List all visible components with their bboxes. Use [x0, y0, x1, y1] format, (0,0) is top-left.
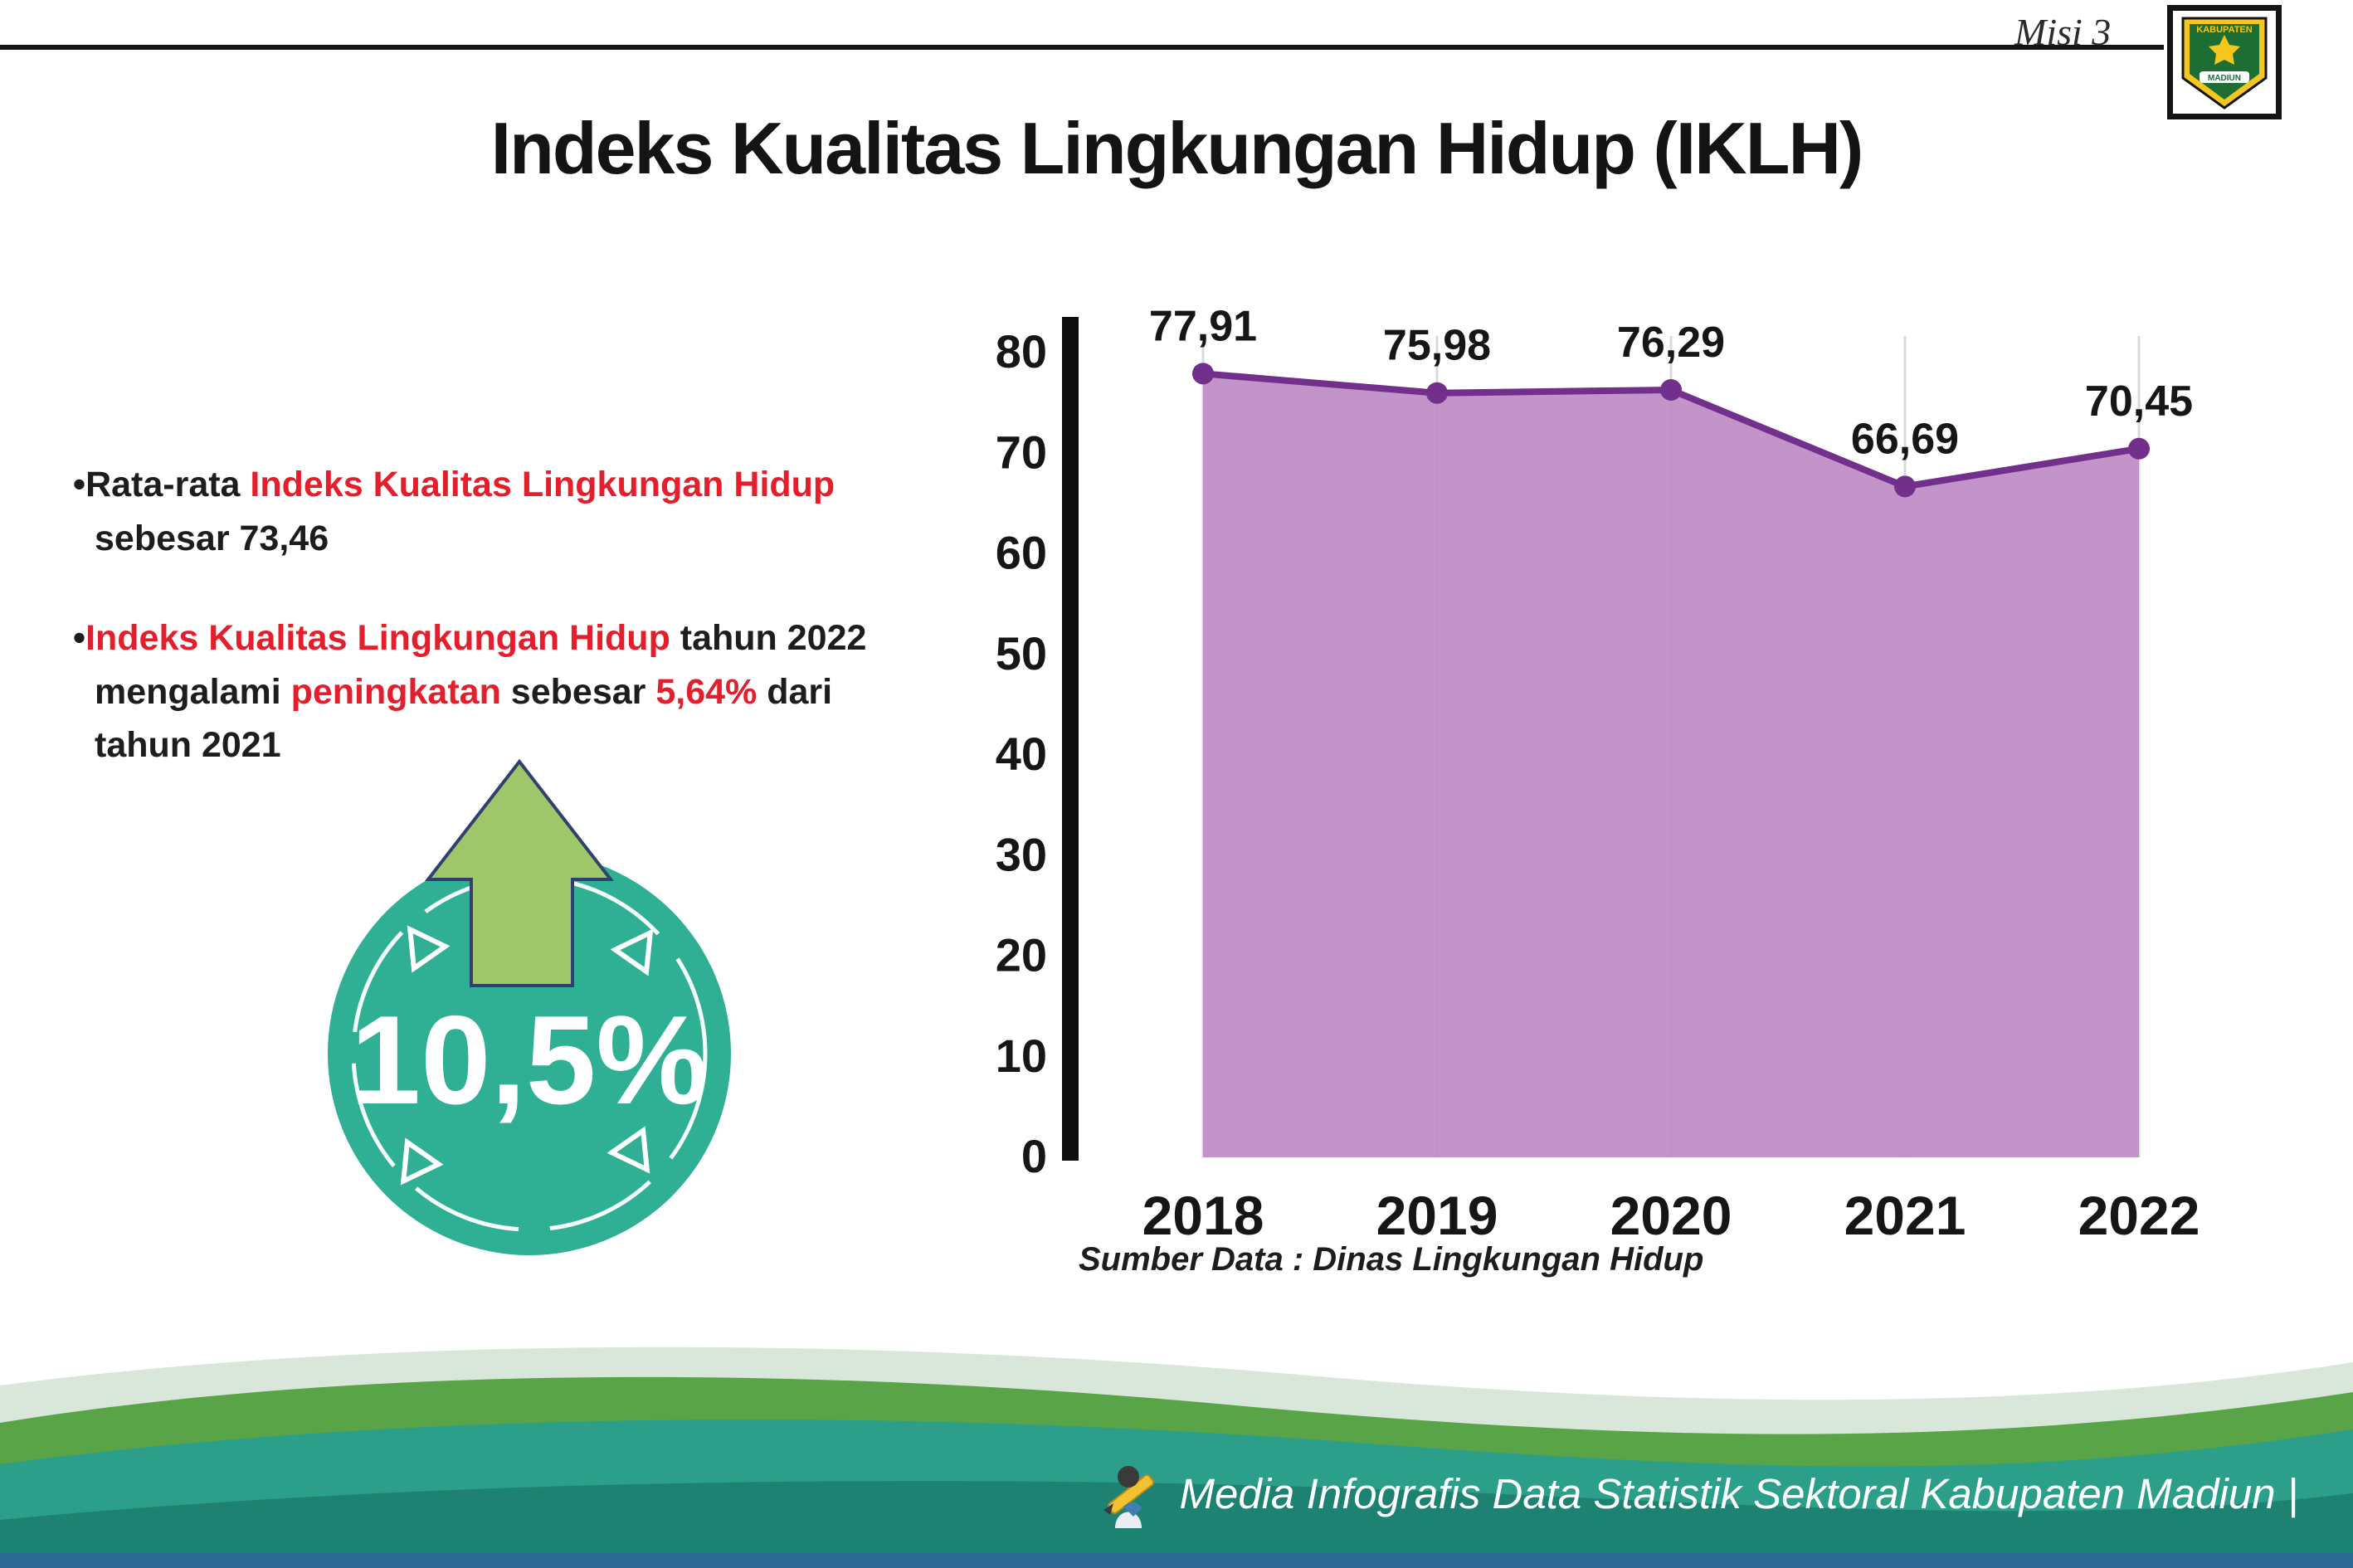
y-tick-label: 20 [996, 929, 1047, 981]
misi-label: Misi 3 [2014, 11, 2112, 53]
y-tick-label: 0 [1021, 1130, 1047, 1182]
bullet2-highlight2: peningkatan [290, 671, 501, 712]
data-point [1660, 378, 1682, 401]
page-title: Indeks Kualitas Lingkungan Hidup (IKLH) [490, 107, 1864, 189]
bullet1-highlight: Indeks Kualitas Lingkungan Hidup [250, 465, 835, 504]
badge-tick-triangles [400, 925, 654, 1186]
x-tick-label: 2021 [1844, 1185, 1966, 1246]
data-source-caption: Sumber Data : Dinas Lingkungan Hidup [1079, 1241, 1704, 1278]
y-tick-label: 30 [996, 828, 1047, 880]
bullet2-text3: dari tahun 2021 [95, 671, 833, 766]
bullet2-highlight3: 5,64% [655, 671, 758, 712]
x-tick-label: 2019 [1376, 1185, 1498, 1246]
increase-percentage-badge: 10,5% [328, 758, 731, 1255]
kabupaten-madiun-logo: KABUPATEN MADIUN [2167, 5, 2282, 119]
data-point [1426, 382, 1448, 404]
iklh-area-chart: 77,91 75,98 76,29 66,69 70,45 0 10 20 30 40 50 60 70… [996, 302, 2200, 1246]
data-point [1192, 363, 1214, 385]
data-label: 66,69 [1851, 415, 1959, 463]
data-point [1894, 475, 1916, 498]
bullet2-highlight1: Indeks Kualitas Lingkungan Hidup [85, 618, 670, 658]
x-tick-label: 2022 [2078, 1185, 2200, 1246]
summary-bullets: •Rata-rata Indeks Kualitas Lingkungan Hi… [73, 458, 928, 819]
bullet-marker: • [73, 618, 86, 658]
data-label: 75,98 [1383, 322, 1491, 370]
percentage-badge-value: 10,5% [351, 990, 709, 1131]
x-tick-label: 2020 [1610, 1185, 1732, 1246]
x-tick-label: 2018 [1142, 1185, 1264, 1246]
data-label: 77,91 [1149, 302, 1257, 350]
y-tick-label: 50 [996, 627, 1047, 679]
up-arrow-icon [424, 758, 615, 987]
bullet-marker: • [73, 465, 86, 504]
logo-top-text: KABUPATEN [2196, 25, 2252, 35]
y-axis [1062, 317, 1079, 1161]
mascot-writer-icon [1103, 1466, 1154, 1528]
footer-caption-text: Media Infografis Data Statistik Sektoral… [1179, 1469, 2299, 1517]
bullet1-text: Rata-rata [85, 465, 251, 504]
y-tick-label: 70 [996, 426, 1047, 478]
footer-caption: Media Infografis Data Statistik Sektoral… [1090, 1455, 2299, 1531]
data-label: 70,45 [2085, 377, 2193, 426]
y-tick-label: 40 [996, 728, 1047, 780]
y-tick-label: 10 [996, 1030, 1047, 1082]
logo-bottom-text: MADIUN [2208, 74, 2241, 83]
bullet2-text2: sebesar [500, 671, 656, 712]
data-point [2128, 437, 2150, 460]
y-tick-label: 60 [996, 527, 1047, 579]
bullet-average-iklh: •Rata-rata Indeks Kualitas Lingkungan Hi… [73, 458, 928, 565]
header-divider [0, 45, 2164, 50]
data-label: 76,29 [1617, 319, 1725, 367]
y-tick-label: 80 [996, 325, 1047, 377]
footer-wave-decoration [0, 1346, 2353, 1568]
bullet2-text1: tahun 2022 mengalami [95, 618, 867, 712]
area-fill [1203, 373, 2139, 1157]
bullet-iklh-increase: •Indeks Kualitas Lingkungan Hidup tahun … [73, 611, 928, 772]
bullet1-value: sebesar 73,46 [95, 518, 329, 558]
kabupaten-madiun-crest-icon: KABUPATEN MADIUN [2181, 17, 2268, 110]
